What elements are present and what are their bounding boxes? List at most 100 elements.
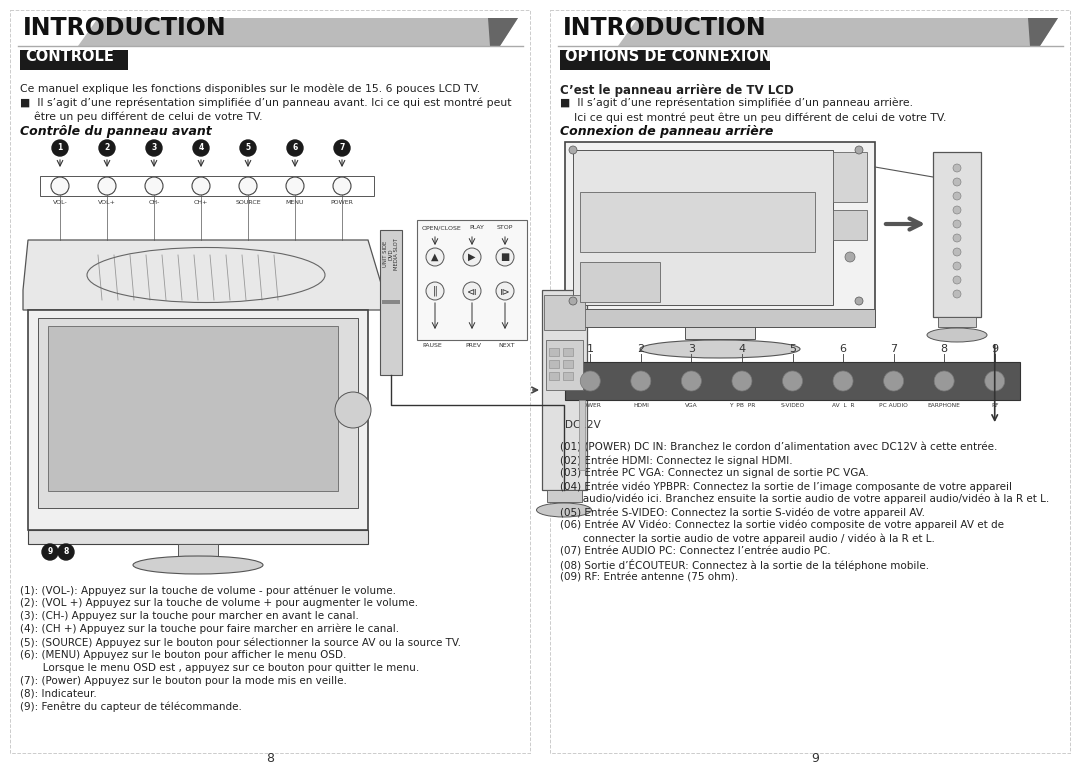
Ellipse shape xyxy=(133,556,264,574)
Text: POWER: POWER xyxy=(579,403,602,408)
Text: DC12V: DC12V xyxy=(565,420,600,430)
Circle shape xyxy=(192,177,210,195)
Text: 3: 3 xyxy=(151,143,157,153)
Circle shape xyxy=(42,544,58,560)
Text: INTRODUCTION: INTRODUCTION xyxy=(563,16,767,40)
Text: ⧐: ⧐ xyxy=(500,286,510,296)
Text: 8: 8 xyxy=(266,752,274,763)
Polygon shape xyxy=(78,18,518,46)
Text: (9): Fenêtre du capteur de télécommande.: (9): Fenêtre du capteur de télécommande. xyxy=(21,702,242,713)
Bar xyxy=(563,360,573,368)
Polygon shape xyxy=(618,18,1058,46)
Circle shape xyxy=(99,140,114,156)
Text: (08) Sortie d’ÉCOUTEUR: Connectez à la sortie de la téléphone mobile.: (08) Sortie d’ÉCOUTEUR: Connectez à la s… xyxy=(561,559,929,571)
Bar xyxy=(546,340,583,390)
Text: (07) Entrée AUDIO PC: Connectez l’entrée audio PC.: (07) Entrée AUDIO PC: Connectez l’entrée… xyxy=(561,546,831,556)
Circle shape xyxy=(193,140,210,156)
Circle shape xyxy=(953,206,961,214)
Circle shape xyxy=(145,177,163,195)
Circle shape xyxy=(334,140,350,156)
Text: S-VIDEO: S-VIDEO xyxy=(781,403,805,408)
Text: (2): (VOL +) Appuyez sur la touche de volume + pour augmenter le volume.: (2): (VOL +) Appuyez sur la touche de vo… xyxy=(21,598,418,608)
Text: (7): (Power) Appuyez sur le bouton pour la mode mis en veille.: (7): (Power) Appuyez sur le bouton pour … xyxy=(21,676,347,686)
Circle shape xyxy=(98,177,116,195)
Text: 1: 1 xyxy=(586,344,594,354)
Circle shape xyxy=(681,371,701,391)
Circle shape xyxy=(426,248,444,266)
Text: VOL+: VOL+ xyxy=(98,200,116,205)
Text: (1): (VOL-): Appuyez sur la touche de volume - pour atténuer le volume.: (1): (VOL-): Appuyez sur la touche de vo… xyxy=(21,585,396,595)
Bar xyxy=(833,152,867,202)
Circle shape xyxy=(58,544,75,560)
Text: (05) Entrée S-VIDEO: Connectez la sortie S-vidéo de votre appareil AV.: (05) Entrée S-VIDEO: Connectez la sortie… xyxy=(561,507,924,517)
Bar xyxy=(40,176,374,196)
Text: Connexion de panneau arrière: Connexion de panneau arrière xyxy=(561,125,773,138)
Circle shape xyxy=(953,276,961,284)
Text: Lorsque le menu OSD est , appuyez sur ce bouton pour quitter le menu.: Lorsque le menu OSD est , appuyez sur ce… xyxy=(21,663,419,673)
Circle shape xyxy=(953,220,961,228)
Text: AV  L  R: AV L R xyxy=(832,403,854,408)
Text: MENU: MENU xyxy=(286,200,305,205)
Text: STOP: STOP xyxy=(497,225,513,230)
Circle shape xyxy=(883,371,904,391)
Text: SOURCE: SOURCE xyxy=(235,200,260,205)
Circle shape xyxy=(335,392,372,428)
Text: (01) (POWER) DC IN: Branchez le cordon d’alimentation avec DC12V à cette entrée.: (01) (POWER) DC IN: Branchez le cordon d… xyxy=(561,442,997,452)
Circle shape xyxy=(783,371,802,391)
Circle shape xyxy=(953,290,961,298)
Bar xyxy=(565,362,1020,400)
Circle shape xyxy=(426,282,444,300)
Text: ■: ■ xyxy=(500,252,510,262)
Circle shape xyxy=(953,178,961,186)
Circle shape xyxy=(934,371,954,391)
Text: EARPHONE: EARPHONE xyxy=(928,403,960,408)
Bar xyxy=(565,309,875,327)
Text: (5): (SOURCE) Appuyez sur le bouton pour sélectionner la source AV ou la source : (5): (SOURCE) Appuyez sur le bouton pour… xyxy=(21,637,461,648)
Text: (03) Entrée PC VGA: Connectez un signal de sortie PC VGA.: (03) Entrée PC VGA: Connectez un signal … xyxy=(561,468,868,478)
Bar xyxy=(685,327,755,339)
Text: PLAY: PLAY xyxy=(469,225,484,230)
Text: CONTROLE: CONTROLE xyxy=(25,49,113,64)
Text: ■  Il s’agit d’une représentation simplifiée d’un panneau avant. Ici ce qui est : ■ Il s’agit d’une représentation simplif… xyxy=(21,97,512,122)
Text: VGA: VGA xyxy=(685,403,698,408)
Circle shape xyxy=(855,146,863,154)
Circle shape xyxy=(855,297,863,305)
Circle shape xyxy=(569,146,577,154)
Text: UNIT SIDE
DVD
MEDIA SLOT: UNIT SIDE DVD MEDIA SLOT xyxy=(382,238,400,270)
Text: audio/vidéo ici. Branchez ensuite la sortie audio de votre appareil audio/vidéo : audio/vidéo ici. Branchez ensuite la sor… xyxy=(561,494,1050,504)
Circle shape xyxy=(496,248,514,266)
Bar xyxy=(21,50,129,70)
Text: CH+: CH+ xyxy=(193,200,208,205)
Bar xyxy=(544,295,585,330)
Text: 5: 5 xyxy=(245,143,251,153)
Bar xyxy=(580,192,815,252)
Text: PC AUDIO: PC AUDIO xyxy=(879,403,908,408)
Bar xyxy=(382,300,400,304)
Text: (04) Entrée vidéo YPBPR: Connectez la sortie de l’image composante de votre appa: (04) Entrée vidéo YPBPR: Connectez la so… xyxy=(561,481,1012,491)
Polygon shape xyxy=(488,18,518,46)
Circle shape xyxy=(496,282,514,300)
Text: ‖: ‖ xyxy=(433,286,437,296)
Bar xyxy=(38,318,357,508)
Text: (6): (MENU) Appuyez sur le bouton pour afficher le menu OSD.: (6): (MENU) Appuyez sur le bouton pour a… xyxy=(21,650,347,660)
Circle shape xyxy=(51,177,69,195)
Bar xyxy=(565,142,875,327)
Text: NEXT: NEXT xyxy=(498,343,515,348)
Text: 8: 8 xyxy=(64,548,69,556)
Text: 1: 1 xyxy=(57,143,63,153)
Text: (09) RF: Entrée antenne (75 ohm).: (09) RF: Entrée antenne (75 ohm). xyxy=(561,572,739,582)
Text: connecter la sortie audio de votre appareil audio / vidéo à la R et L.: connecter la sortie audio de votre appar… xyxy=(561,533,935,543)
Text: VOL-: VOL- xyxy=(53,200,67,205)
Text: OPTIONS DE CONNEXION: OPTIONS DE CONNEXION xyxy=(565,49,771,64)
Bar xyxy=(28,310,368,530)
Circle shape xyxy=(580,371,600,391)
Circle shape xyxy=(463,248,481,266)
Text: 2: 2 xyxy=(105,143,110,153)
Bar xyxy=(573,150,833,305)
Text: PREV: PREV xyxy=(465,343,481,348)
Text: 8: 8 xyxy=(941,344,948,354)
Text: (8): Indicateur.: (8): Indicateur. xyxy=(21,689,97,699)
Text: 5: 5 xyxy=(789,344,796,354)
Circle shape xyxy=(953,248,961,256)
Circle shape xyxy=(240,140,256,156)
